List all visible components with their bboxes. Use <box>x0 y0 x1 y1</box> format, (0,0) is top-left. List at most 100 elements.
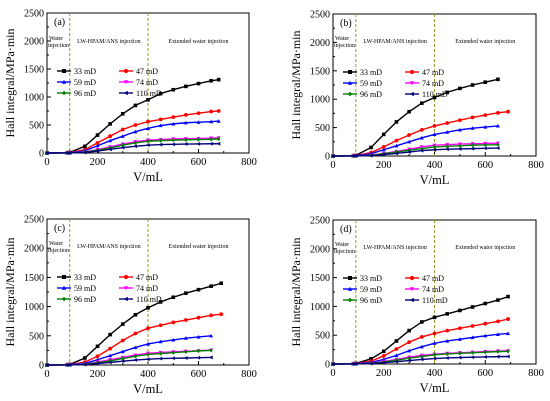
legend-marker <box>62 275 66 279</box>
y-tick-label: 2000 <box>310 38 330 49</box>
y-tick-label: 2000 <box>24 37 44 48</box>
y-tick-label: 500 <box>315 123 330 134</box>
legend-label: 74 mD <box>422 285 444 294</box>
data-point <box>82 150 87 155</box>
panel-label: (b) <box>340 18 352 29</box>
data-point <box>158 351 163 356</box>
y-tick-label: 2500 <box>310 10 330 21</box>
data-point <box>470 83 475 87</box>
data-point <box>171 142 175 147</box>
data-point <box>419 135 424 140</box>
data-point <box>495 354 500 359</box>
data-point <box>108 360 112 365</box>
data-point <box>419 357 424 362</box>
panel-label: (a) <box>54 17 65 28</box>
data-point <box>120 322 125 326</box>
data-point <box>146 357 150 362</box>
y-tick-label: 1000 <box>310 95 330 106</box>
phase-label-water: injection <box>334 249 355 255</box>
data-point <box>133 358 137 363</box>
data-point <box>219 312 224 317</box>
data-point <box>133 331 138 336</box>
data-point <box>407 348 412 353</box>
data-point <box>445 338 450 343</box>
data-point <box>216 136 221 142</box>
data-point <box>209 141 213 146</box>
series-line <box>332 78 499 157</box>
data-point <box>133 140 138 146</box>
data-point <box>407 358 411 363</box>
data-point <box>95 361 100 366</box>
data-point <box>445 355 449 360</box>
data-point <box>120 349 125 354</box>
data-point <box>146 119 150 124</box>
y-tick-label: 1000 <box>24 302 44 313</box>
data-point <box>45 363 49 367</box>
data-point <box>108 346 113 351</box>
data-point <box>432 132 437 137</box>
legend-entry: 110 mD <box>119 295 162 304</box>
x-axis-label: V/mL <box>420 173 450 187</box>
chart-panel-2: 0 200 400 600 800 0 500 1000 1500 2000 2500 V/mL Hal… <box>289 10 544 188</box>
phase-label-flooding: LW-HPAM/ANS injection <box>363 245 427 251</box>
legend-label: 33 mD <box>360 68 382 77</box>
series-line <box>332 147 498 157</box>
data-point <box>133 129 138 134</box>
y-axis-label: Hall integral/MPa·min <box>289 238 303 347</box>
data-point <box>394 138 399 143</box>
data-point <box>369 145 373 150</box>
data-point <box>369 153 373 158</box>
data-point <box>432 95 437 100</box>
data-point <box>108 138 113 143</box>
legend-entry: 110 mD <box>405 296 448 305</box>
data-point <box>381 132 386 137</box>
data-point <box>184 349 188 355</box>
data-point <box>495 146 500 151</box>
data-point <box>381 354 386 358</box>
data-point <box>108 332 112 337</box>
series-3 <box>45 333 214 367</box>
data-point <box>171 87 176 92</box>
y-tick-label: 0 <box>39 361 44 372</box>
legend-label: 96 mD <box>74 295 96 304</box>
legend-label: 110 mD <box>422 296 448 305</box>
data-point <box>120 112 125 116</box>
data-point <box>445 328 450 333</box>
data-point <box>196 355 201 360</box>
data-point <box>445 90 449 95</box>
data-point <box>496 110 500 115</box>
legend-marker <box>62 69 66 73</box>
data-point <box>506 331 511 336</box>
data-point <box>184 84 188 89</box>
data-point <box>381 360 386 365</box>
data-point <box>483 354 487 359</box>
series-2 <box>45 312 224 367</box>
legend-marker <box>348 297 352 303</box>
data-point <box>120 127 125 132</box>
data-point <box>171 115 176 120</box>
y-axis-label: Hall integral/MPa·min <box>3 29 17 138</box>
data-point <box>171 337 176 342</box>
data-point <box>394 359 399 364</box>
legend-label: 74 mD <box>136 78 158 87</box>
chart-panel-4: 0 200 400 600 800 0 500 1000 1500 2000 2500 V/mL Hal… <box>289 216 544 396</box>
legend-label: 47 mD <box>422 68 444 77</box>
data-point <box>146 98 150 102</box>
data-point <box>209 313 214 318</box>
data-point <box>209 109 214 114</box>
data-point <box>146 341 150 346</box>
legend-entry: 74 mD <box>119 284 158 293</box>
data-point <box>184 291 188 295</box>
data-point <box>146 139 150 144</box>
phase-label-extended: Extended water injection <box>455 245 515 251</box>
y-axis-label: Hall integral/MPa·min <box>289 31 303 140</box>
data-point <box>353 361 358 366</box>
x-tick-label: 600 <box>191 369 207 380</box>
legend-marker <box>123 286 129 291</box>
y-tick-label: 1500 <box>24 273 44 284</box>
legend-label: 59 mD <box>360 285 382 294</box>
legend-entry: 33 mD <box>343 68 382 77</box>
x-tick-label: 0 <box>330 368 335 379</box>
data-point <box>445 144 449 149</box>
data-point <box>458 351 462 356</box>
